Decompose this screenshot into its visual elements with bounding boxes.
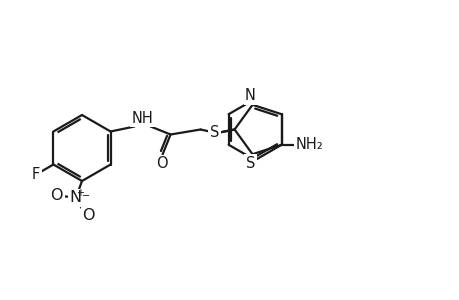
Text: NH: NH [131, 110, 153, 125]
Text: NH₂: NH₂ [295, 137, 323, 152]
Text: F: F [32, 167, 40, 182]
Text: N: N [245, 88, 255, 103]
Text: O: O [156, 156, 167, 171]
Text: O: O [50, 188, 63, 203]
Text: S: S [245, 156, 255, 171]
Text: O: O [83, 208, 95, 224]
Text: −: − [82, 191, 90, 201]
Text: +: + [76, 188, 84, 198]
Text: N: N [70, 190, 82, 206]
Text: S: S [209, 125, 219, 140]
